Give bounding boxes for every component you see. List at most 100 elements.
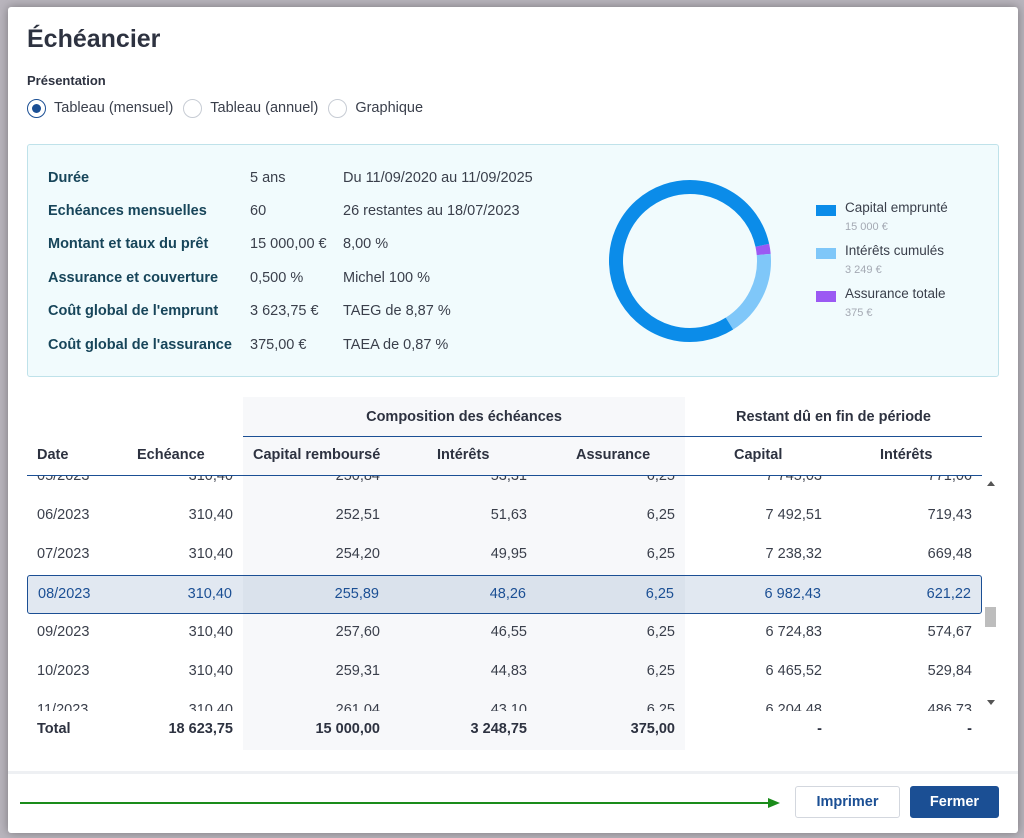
table-row[interactable]: 06/2023 310,40 252,51 51,63 6,25 7 492,51 719,…: [27, 497, 982, 536]
cell-capital: 6 724,83: [765, 624, 822, 640]
scroll-thumb[interactable]: [985, 607, 996, 627]
cell-echeance: 310,40: [188, 624, 233, 640]
total-interets-restant: -: [967, 721, 972, 737]
summary-detail: Du 11/09/2020 au 11/09/2025: [343, 170, 533, 186]
summary-value: 375,00 €: [250, 337, 307, 353]
table-row[interactable]: 07/2023 310,40 254,20 49,95 6,25 7 238,32 669,…: [27, 536, 982, 575]
cell-echeance: 310,40: [188, 663, 233, 679]
print-button[interactable]: Imprimer: [795, 786, 900, 818]
radio-tableau-annuel[interactable]: Tableau (annuel): [183, 98, 318, 118]
table-row[interactable]: 08/2023 310,40 255,89 48,26 6,25 6 982,43 621,…: [27, 575, 982, 614]
summary-label: Echéances mensuelles: [48, 203, 207, 219]
total-echeance: 18 623,75: [168, 721, 233, 737]
col-header-assurance[interactable]: Assurance: [576, 447, 651, 463]
cell-assurance: 6,25: [646, 624, 675, 640]
cell-interets: 43,10: [490, 702, 527, 711]
cell-date: 08/2023: [38, 586, 91, 602]
scroll-down-icon[interactable]: [987, 700, 995, 705]
cell-capital: 6 465,52: [765, 663, 822, 679]
table-row[interactable]: 10/2023 310,40 259,31 44,83 6,25 6 465,52 529,…: [27, 653, 982, 692]
summary-row-duree: Durée 5 ans Du 11/09/2020 au 11/09/2025: [48, 168, 533, 188]
summary-label: Coût global de l'assurance: [48, 337, 232, 353]
legend-swatch: [816, 291, 836, 302]
col-header-interets-restant[interactable]: Intérêts: [880, 447, 933, 463]
cell-assurance: 6,25: [645, 586, 674, 602]
summary-value: 60: [250, 203, 267, 219]
cell-date: 10/2023: [37, 663, 90, 679]
legend-name: Capital emprunté: [845, 200, 948, 215]
table-row[interactable]: 05/2023 310,40 250,84 53,31 6,25 7 745,03 771,…: [27, 476, 982, 497]
radio-label: Tableau (mensuel): [54, 100, 174, 116]
presentation-radio-group: Tableau (mensuel) Tableau (annuel) Graph…: [27, 98, 433, 118]
legend-swatch: [816, 205, 836, 216]
total-row: Total 18 623,75 15 000,00 3 248,75 375,0…: [27, 721, 982, 743]
radio-unchecked-icon[interactable]: [328, 98, 348, 118]
cell-capital-rembourse: 261,04: [335, 702, 380, 711]
cell-capital-rembourse: 252,51: [335, 507, 380, 523]
cell-capital-rembourse: 254,20: [335, 546, 380, 562]
summary-row-echeances: Echéances mensuelles 60 26 restantes au …: [48, 201, 520, 221]
close-button[interactable]: Fermer: [910, 786, 999, 818]
cell-capital-rembourse: 255,89: [334, 586, 379, 602]
donut-slice-assurance: [755, 243, 771, 256]
summary-row-assurance: Assurance et couverture 0,500 % Michel 1…: [48, 268, 430, 288]
table-body[interactable]: 05/2023 310,40 250,84 53,31 6,25 7 745,03 771,…: [27, 476, 982, 711]
cell-interets: 53,31: [490, 476, 527, 484]
col-header-capital[interactable]: Capital: [734, 447, 783, 463]
cell-interets: 49,95: [490, 546, 527, 562]
scroll-up-icon[interactable]: [987, 481, 995, 486]
cell-date: 09/2023: [37, 624, 90, 640]
cell-assurance: 6,25: [646, 476, 675, 484]
cell-assurance: 6,25: [646, 663, 675, 679]
table-rows: 05/2023 310,40 250,84 53,31 6,25 7 745,03 771,…: [27, 476, 982, 711]
cell-interets-restant: 719,43: [927, 507, 972, 523]
schedule-table: Composition des échéances Restant dû en …: [27, 397, 997, 757]
loan-summary-panel: Durée 5 ans Du 11/09/2020 au 11/09/2025 …: [27, 144, 999, 377]
cell-interets-restant: 529,84: [927, 663, 972, 679]
table-scrollbar[interactable]: [984, 476, 997, 711]
col-header-capital-rembourse[interactable]: Capital remboursé: [253, 447, 381, 463]
cell-interets: 44,83: [490, 663, 527, 679]
col-header-date[interactable]: Date: [37, 447, 69, 463]
summary-value: 15 000,00 €: [250, 236, 327, 252]
footer-divider: [8, 771, 1018, 774]
legend-swatch: [816, 248, 836, 259]
total-interets: 3 248,75: [470, 721, 527, 737]
cell-capital-rembourse: 257,60: [335, 624, 380, 640]
cell-echeance: 310,40: [188, 476, 233, 484]
cell-date: 05/2023: [37, 476, 90, 484]
table-row[interactable]: 09/2023 310,40 257,60 46,55 6,25 6 724,83 574,…: [27, 614, 982, 653]
summary-label: Assurance et couverture: [48, 270, 219, 286]
summary-value: 5 ans: [250, 170, 286, 186]
cell-echeance: 310,40: [188, 546, 233, 562]
cell-capital: 6 204,48: [765, 702, 822, 711]
cell-interets-restant: 771,06: [927, 476, 972, 484]
cell-assurance: 6,25: [646, 546, 675, 562]
cell-date: 06/2023: [37, 507, 90, 523]
composition-column-background: [243, 397, 685, 750]
col-header-interets[interactable]: Intérêts: [437, 447, 490, 463]
summary-row-montant: Montant et taux du prêt 15 000,00 € 8,00…: [48, 234, 388, 254]
dialog-title: Échéancier: [27, 25, 161, 53]
summary-row-cout-assurance: Coût global de l'assurance 375,00 € TAEA…: [48, 335, 448, 355]
col-header-echeance[interactable]: Echéance: [137, 447, 205, 463]
total-capital: -: [817, 721, 822, 737]
radio-checked-icon[interactable]: [27, 98, 46, 118]
table-row[interactable]: 11/2023 310,40 261,04 43,10 6,25 6 204,48 486,…: [27, 692, 982, 711]
cell-capital: 7 745,03: [765, 476, 822, 484]
summary-detail: 8,00 %: [343, 236, 389, 252]
summary-value: 0,500 %: [250, 270, 304, 286]
radio-unchecked-icon[interactable]: [183, 98, 203, 118]
cell-interets-restant: 621,22: [926, 586, 971, 602]
radio-tableau-mensuel[interactable]: Tableau (mensuel): [27, 98, 174, 118]
summary-detail: 26 restantes au 18/07/2023: [343, 203, 520, 219]
legend-name: Intérêts cumulés: [845, 243, 945, 258]
schedule-dialog: Échéancier Présentation Tableau (mensuel…: [8, 7, 1018, 833]
cell-echeance: 310,40: [187, 586, 232, 602]
summary-detail: Michel 100 %: [343, 270, 431, 286]
total-label: Total: [37, 721, 71, 737]
radio-graphique[interactable]: Graphique: [328, 98, 423, 118]
cost-donut-chart: [609, 180, 771, 342]
legend-value: 15 000 €: [845, 221, 888, 233]
legend-value: 3 249 €: [845, 264, 882, 276]
